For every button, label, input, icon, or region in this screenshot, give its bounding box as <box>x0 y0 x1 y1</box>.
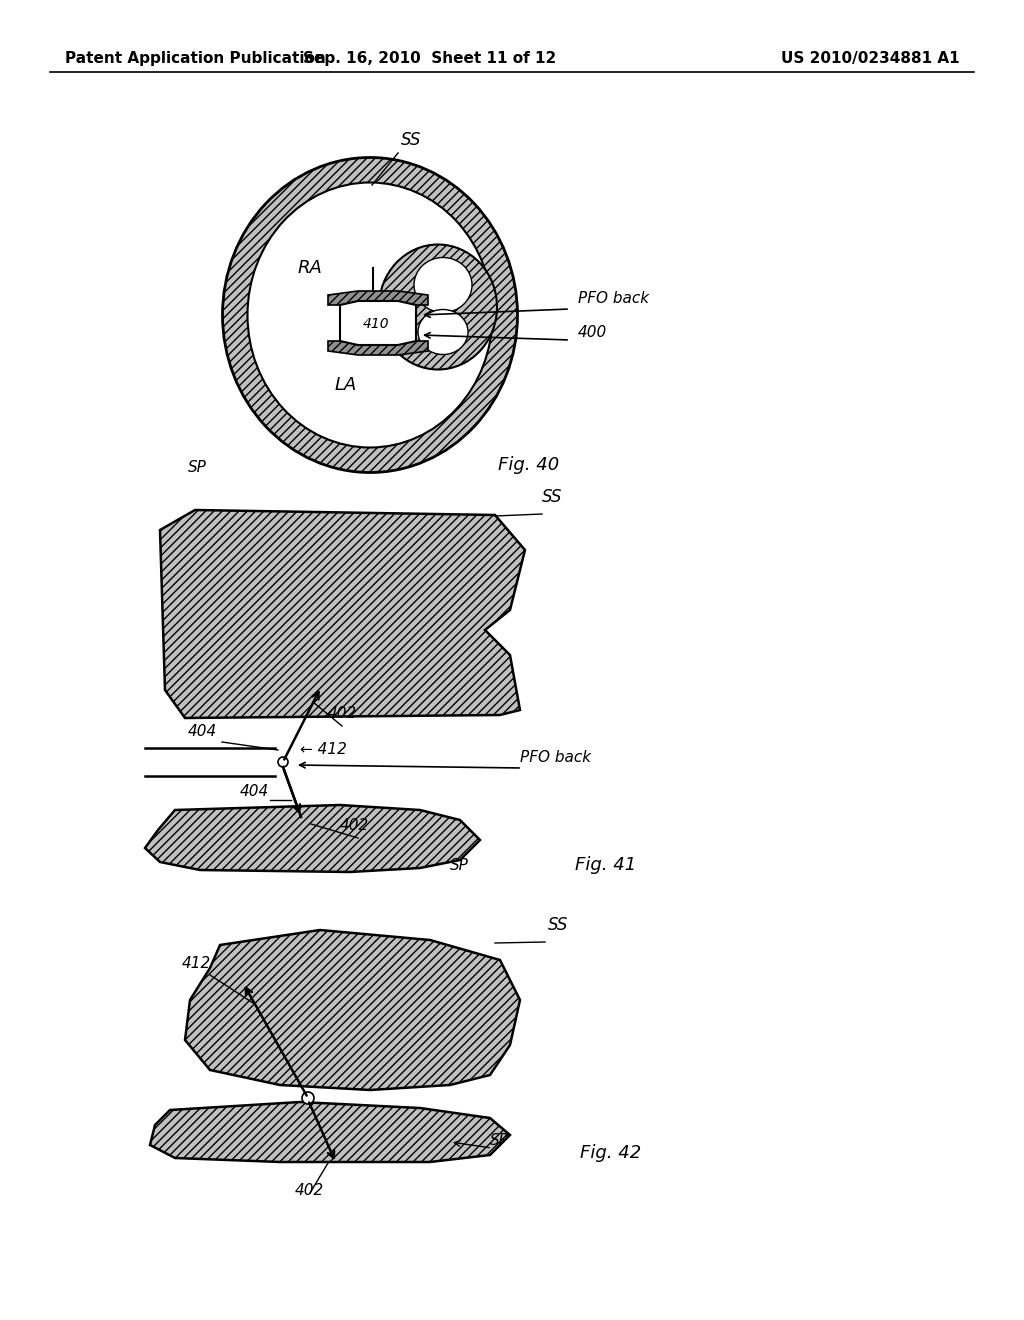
Text: 402: 402 <box>295 1183 325 1199</box>
Text: 412: 412 <box>182 956 211 972</box>
Ellipse shape <box>222 157 517 473</box>
Text: 402: 402 <box>340 818 370 833</box>
Polygon shape <box>150 1102 510 1162</box>
Circle shape <box>302 1092 314 1104</box>
Text: 400: 400 <box>578 325 607 341</box>
Text: SS: SS <box>401 131 421 149</box>
Text: 404: 404 <box>240 784 269 799</box>
Text: SP: SP <box>450 858 469 873</box>
Text: PFO back: PFO back <box>520 750 591 766</box>
Text: Fig. 40: Fig. 40 <box>498 455 559 474</box>
Text: SS: SS <box>542 488 562 506</box>
Text: US 2010/0234881 A1: US 2010/0234881 A1 <box>781 50 961 66</box>
Text: ← 412: ← 412 <box>300 742 347 756</box>
Text: RA: RA <box>298 259 323 277</box>
Text: PFO back: PFO back <box>578 290 649 306</box>
Polygon shape <box>145 805 480 873</box>
Text: 404: 404 <box>188 723 217 739</box>
Circle shape <box>278 756 288 767</box>
Text: LA: LA <box>335 376 357 393</box>
Text: 402: 402 <box>328 706 357 721</box>
Text: SS: SS <box>548 916 568 935</box>
Polygon shape <box>328 290 428 305</box>
Text: Fig. 42: Fig. 42 <box>580 1144 641 1162</box>
Ellipse shape <box>414 257 472 313</box>
Text: Fig. 41: Fig. 41 <box>575 855 636 874</box>
Polygon shape <box>340 301 416 345</box>
Polygon shape <box>160 510 525 718</box>
Text: 410: 410 <box>362 317 389 331</box>
Text: Patent Application Publication: Patent Application Publication <box>65 50 326 66</box>
Ellipse shape <box>248 182 493 447</box>
Polygon shape <box>328 341 428 355</box>
Ellipse shape <box>379 244 497 370</box>
Text: SP: SP <box>188 459 207 475</box>
Text: SP: SP <box>490 1133 509 1148</box>
Ellipse shape <box>418 309 468 355</box>
Text: Sep. 16, 2010  Sheet 11 of 12: Sep. 16, 2010 Sheet 11 of 12 <box>303 50 557 66</box>
Polygon shape <box>185 931 520 1090</box>
